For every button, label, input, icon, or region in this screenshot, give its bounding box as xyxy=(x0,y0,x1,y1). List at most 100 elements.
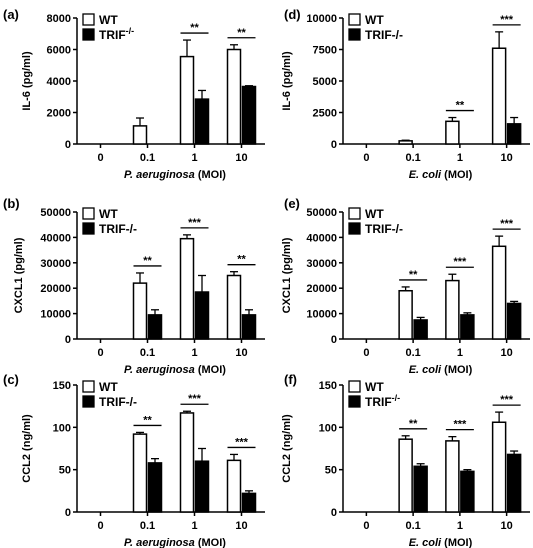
x-axis-label-organism: E. coli xyxy=(409,364,442,376)
legend-swatch-wt xyxy=(82,380,95,393)
x-tick-label: 0 xyxy=(97,520,103,532)
y-tick-label: 5000 xyxy=(313,76,337,88)
bar-trif xyxy=(460,470,475,513)
legend-label: TRIF-/- xyxy=(365,393,400,409)
y-axis-label: CCL2 (ng/ml) xyxy=(281,414,293,483)
significance-label: *** xyxy=(188,393,202,405)
y-tick-label: 0 xyxy=(331,334,337,346)
bar-wt xyxy=(226,48,242,145)
legend-label-superscript: -/- xyxy=(126,26,135,36)
y-tick-label: 50000 xyxy=(306,207,337,219)
legend-label-text: TRIF-/- xyxy=(99,222,137,236)
legend-swatch-trif xyxy=(82,395,95,408)
bar-wt xyxy=(132,433,148,513)
bar-wt xyxy=(132,282,148,340)
legend-label-text: WT xyxy=(99,13,118,27)
significance-label: *** xyxy=(235,436,249,448)
legend-label-text: TRIF-/- xyxy=(365,222,403,236)
bar-wt xyxy=(179,412,195,513)
y-tick-label: 150 xyxy=(319,380,337,392)
significance-label: ** xyxy=(237,254,246,266)
significance-label: ** xyxy=(456,100,465,112)
chart-panel-0: (a) 0 2000 4000 6000 8000 0 0.1 1 10 ** ** IL-6 (pg/… xyxy=(3,7,265,181)
x-tick-label: 0 xyxy=(97,152,103,164)
legend-label-text: WT xyxy=(99,380,118,394)
bar-wt xyxy=(398,289,413,340)
legend-swatch-wt xyxy=(82,207,95,220)
x-axis-label: E. coli (MOI) xyxy=(409,169,473,181)
y-tick-label: 50 xyxy=(59,465,71,477)
bar-wt xyxy=(491,245,507,340)
legend-label: WT xyxy=(99,13,118,27)
y-tick-label: 100 xyxy=(53,422,71,434)
x-tick-label: 0.1 xyxy=(140,520,155,532)
bar-wt xyxy=(491,47,507,145)
bar-wt xyxy=(445,279,460,340)
bar-trif xyxy=(147,314,163,340)
bar-trif xyxy=(241,314,257,340)
y-tick-label: 0 xyxy=(331,507,337,519)
bar-trif xyxy=(241,492,257,513)
panel-letter: (e) xyxy=(284,196,300,211)
y-tick-label: 8000 xyxy=(47,13,71,25)
y-tick-label: 40000 xyxy=(306,232,337,244)
y-tick-label: 10000 xyxy=(306,309,337,321)
x-tick-label: 0.1 xyxy=(405,520,420,532)
x-axis-label-organism: P. aeruginosa xyxy=(124,364,195,376)
legend-label-text: TRIF-/- xyxy=(99,395,137,409)
legend-label-text: TRIF xyxy=(365,395,392,409)
significance-label: *** xyxy=(453,419,467,431)
legend-label: TRIF-/- xyxy=(99,26,134,42)
bar-wt xyxy=(179,237,195,340)
legend-label-text: WT xyxy=(365,380,384,394)
significance-label: *** xyxy=(500,394,514,406)
x-tick-label: 10 xyxy=(235,347,247,359)
y-tick-label: 40000 xyxy=(40,232,71,244)
legend-label: WT xyxy=(365,13,384,27)
bar-trif xyxy=(194,98,210,145)
panel-letter: (a) xyxy=(3,7,19,22)
x-tick-label: 10 xyxy=(501,152,513,164)
bar-wt xyxy=(132,125,148,145)
y-tick-label: 10000 xyxy=(306,13,337,25)
legend-swatch-trif xyxy=(82,28,95,41)
y-axis-label: CXCL1 (pg/ml) xyxy=(281,237,293,313)
y-tick-label: 10000 xyxy=(40,309,71,321)
y-tick-label: 150 xyxy=(53,380,71,392)
y-axis-label: CCL2 (ng/ml) xyxy=(21,414,33,483)
legend-swatch-trif xyxy=(348,222,361,235)
x-tick-label: 0.1 xyxy=(405,347,420,359)
x-axis-label-moi: (MOI) xyxy=(195,537,226,548)
legend-label: WT xyxy=(365,380,384,394)
significance-label: ** xyxy=(143,414,152,426)
y-tick-label: 30000 xyxy=(306,258,337,270)
x-tick-label: 1 xyxy=(191,152,197,164)
y-tick-label: 0 xyxy=(65,507,71,519)
y-tick-label: 0 xyxy=(65,139,71,151)
y-tick-label: 30000 xyxy=(40,258,71,270)
legend-label-text: TRIF xyxy=(99,28,126,42)
x-axis-label: P. aeruginosa (MOI) xyxy=(124,364,226,376)
significance-label: ** xyxy=(237,27,246,39)
significance-label: ** xyxy=(409,418,418,430)
legend-swatch-trif xyxy=(348,28,361,41)
panel-letter: (b) xyxy=(3,196,20,211)
bar-trif xyxy=(413,319,428,340)
legend-label-text: TRIF-/- xyxy=(365,28,403,42)
x-tick-label: 0 xyxy=(97,347,103,359)
bar-trif xyxy=(460,314,475,340)
y-tick-label: 6000 xyxy=(47,45,71,57)
panel-letter: (f) xyxy=(284,372,297,387)
bar-wt xyxy=(226,459,242,513)
legend-label: WT xyxy=(99,380,118,394)
bar-trif xyxy=(194,291,210,340)
x-tick-label: 1 xyxy=(457,347,463,359)
legend-swatch-trif xyxy=(82,222,95,235)
bar-wt xyxy=(398,140,413,145)
x-axis-label-moi: (MOI) xyxy=(441,537,472,548)
x-tick-label: 0.1 xyxy=(140,152,155,164)
x-axis-label: E. coli (MOI) xyxy=(409,364,473,376)
